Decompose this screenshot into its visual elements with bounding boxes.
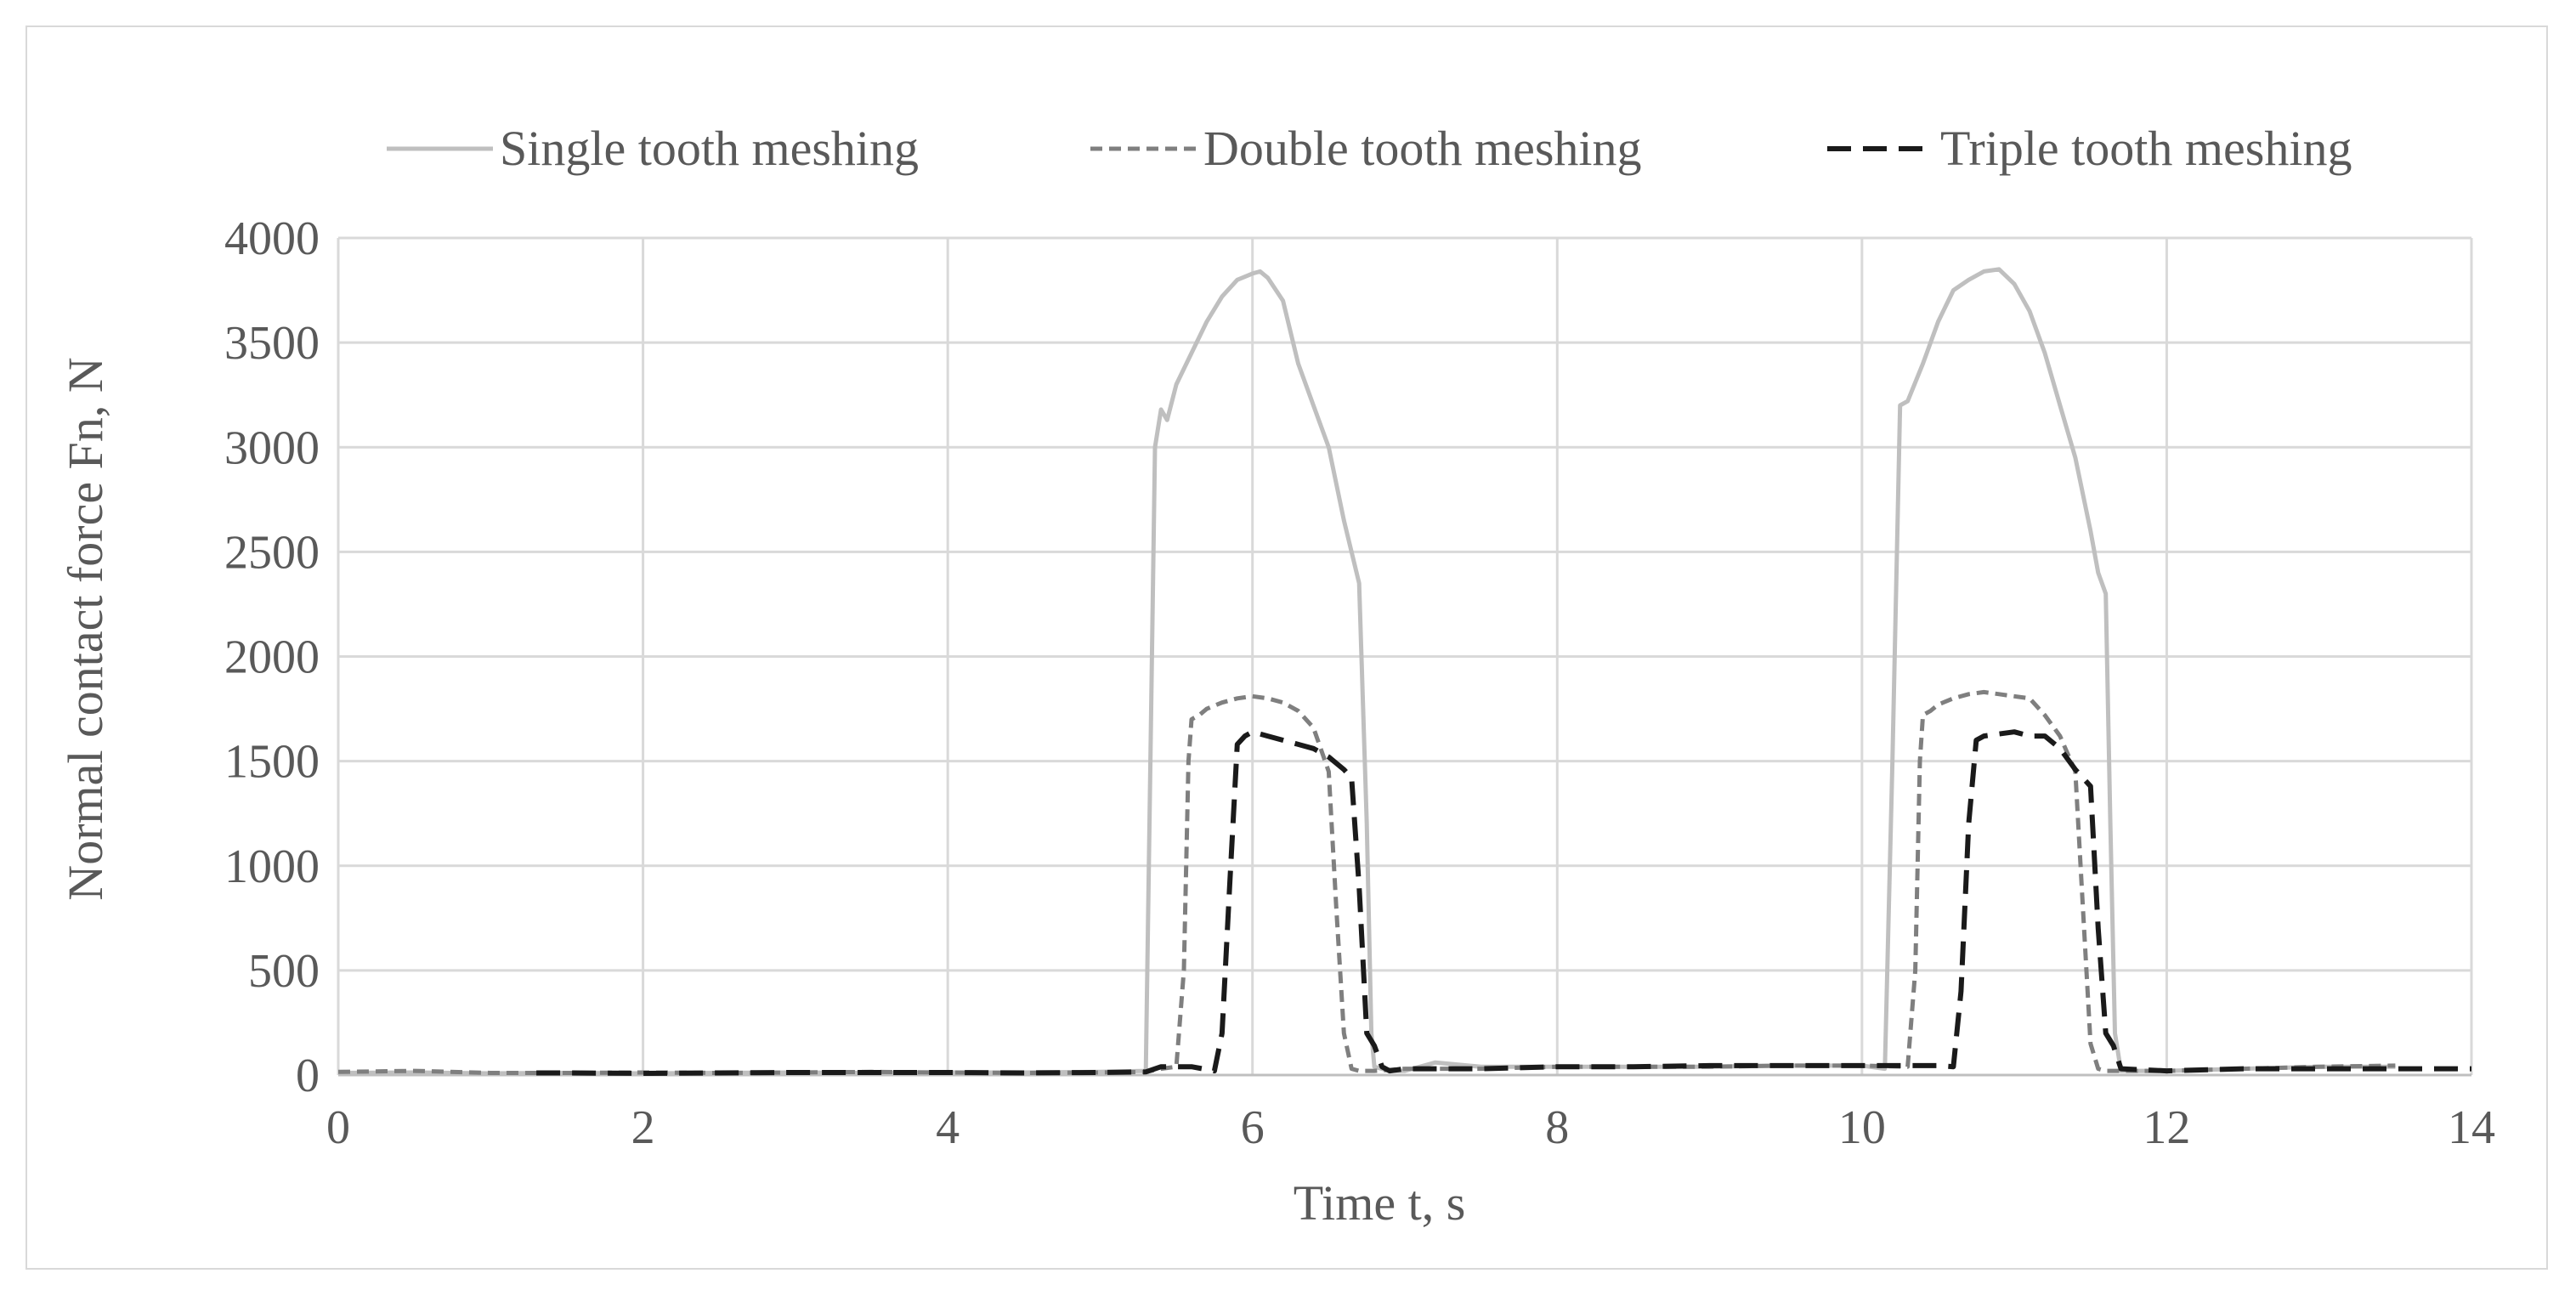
- series-lines: [337, 267, 2471, 1076]
- gridlines: [337, 236, 2473, 1077]
- y-tick-label: 1500: [224, 736, 320, 789]
- legend-label-2: Double tooth meshing: [1203, 121, 1642, 176]
- x-tick-label: 14: [2448, 1101, 2495, 1154]
- x-axis-title: Time t, s: [1294, 1175, 1466, 1231]
- x-tick-label: 10: [1838, 1101, 1886, 1154]
- y-axis-title: Normal contact force Fn, N: [58, 357, 113, 900]
- series-line-3: [536, 729, 2471, 1076]
- y-tick-label: 1000: [224, 840, 320, 893]
- x-tick-label: 8: [1545, 1101, 1569, 1154]
- legend: Single tooth meshing Double tooth meshing…: [387, 121, 2352, 176]
- x-tick-label: 0: [326, 1101, 350, 1154]
- y-tick-label: 4000: [224, 212, 320, 265]
- y-tick-label: 2500: [224, 526, 320, 579]
- legend-label-1: Single tooth meshing: [500, 121, 919, 176]
- chart-frame: [25, 25, 2548, 1270]
- tick-labels: 0 500 1000 1500 2000 2500 3000 3500 4000 0 2 4 6 8 10 1…: [224, 212, 2495, 1154]
- x-tick-label: 6: [1241, 1101, 1265, 1154]
- x-tick-label: 4: [936, 1101, 960, 1154]
- legend-label-3: Triple tooth meshing: [1940, 121, 2352, 176]
- y-tick-label: 3500: [224, 317, 320, 370]
- x-tick-label: 12: [2143, 1101, 2190, 1154]
- x-tick-label: 2: [631, 1101, 655, 1154]
- y-tick-label: 3000: [224, 422, 320, 474]
- y-tick-label: 500: [248, 945, 320, 998]
- y-tick-label: 2000: [224, 631, 320, 684]
- y-tick-label: 0: [296, 1050, 320, 1102]
